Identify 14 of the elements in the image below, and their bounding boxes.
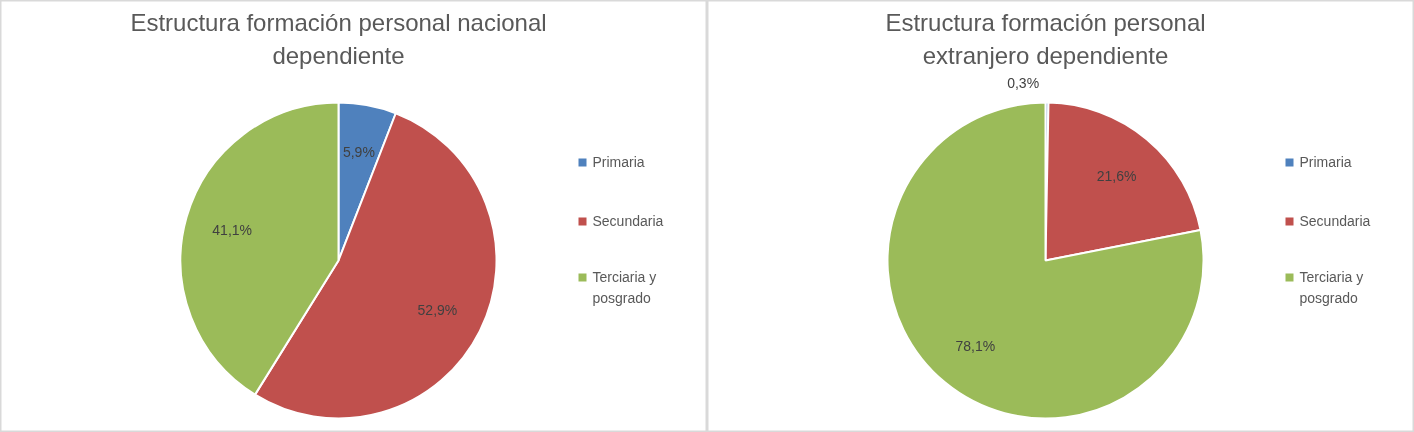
legend-label: Secundaria xyxy=(1299,212,1371,229)
data-label: 21,6% xyxy=(1096,167,1137,184)
legend-label: Primaria xyxy=(592,153,645,170)
data-label: 52,9% xyxy=(417,301,458,318)
data-label: 0,3% xyxy=(1007,75,1040,92)
legend-label: Terciaria y posgrado xyxy=(1299,268,1364,307)
data-label: 41,1% xyxy=(212,222,253,239)
legend-label: Terciaria y posgrado xyxy=(592,268,657,307)
legend-label: Primaria xyxy=(1299,153,1352,170)
chart-title: Estructura formación personal extranjero dependiente xyxy=(885,8,1206,70)
data-label: 78,1% xyxy=(955,337,996,354)
data-label: 5,9% xyxy=(342,143,375,160)
legend-label: Secundaria xyxy=(592,212,664,229)
chart-title: Estructura formación personal nacional dependiente xyxy=(130,8,547,70)
